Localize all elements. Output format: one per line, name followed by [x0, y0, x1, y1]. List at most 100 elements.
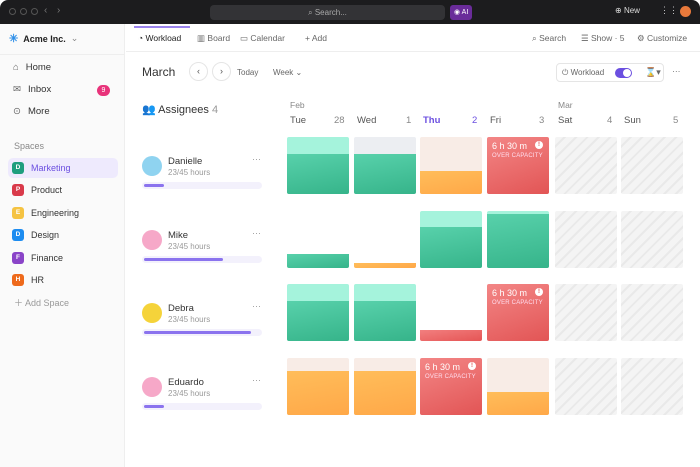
tab-board[interactable]: ▥ Board	[197, 33, 231, 43]
workload-cell[interactable]	[354, 211, 416, 268]
forward-icon[interactable]: ›	[57, 5, 61, 16]
capacity-progress-fill	[144, 405, 164, 408]
workload-fill	[354, 154, 416, 194]
workload-cell[interactable]	[420, 284, 482, 341]
workload-cell[interactable]	[487, 211, 549, 268]
assignee-name: Eduardo	[168, 377, 204, 388]
workload-toggle-group: ⏻ Workload ⌛▾	[556, 63, 664, 82]
workload-cell[interactable]	[354, 284, 416, 341]
more-options-icon[interactable]: ···	[252, 375, 261, 385]
workload-fill	[287, 253, 349, 268]
sidebar-space-finance[interactable]: F Finance	[8, 248, 118, 268]
range-select[interactable]: Week ⌄	[273, 68, 303, 77]
window-controls[interactable]	[9, 8, 38, 15]
add-view-button[interactable]: + Add	[305, 33, 327, 43]
workload-fill	[487, 214, 549, 268]
workload-cell[interactable]	[420, 137, 482, 194]
view-tabs	[126, 24, 700, 52]
day-number: 5	[673, 115, 679, 126]
space-avatar: D	[12, 229, 24, 242]
sliders-icon: ☰	[581, 33, 591, 43]
today-button[interactable]: Today	[237, 68, 259, 77]
workload-fill	[287, 154, 349, 194]
add-space-button[interactable]: ＋ Add Space	[14, 298, 70, 308]
workload-cell[interactable]	[354, 358, 416, 415]
workload-cell[interactable]	[354, 137, 416, 194]
gauge-icon: ◔	[138, 33, 146, 43]
next-button[interactable]: ›	[212, 62, 231, 81]
workload-cell-over-capacity[interactable]: 6 h 30 m OVER CAPACITY!	[487, 137, 549, 194]
more-options-icon[interactable]: ···	[252, 228, 261, 238]
day-label: Wed	[357, 115, 377, 126]
assignees-heading: 👥 Assignees 4	[142, 104, 219, 116]
workload-fill	[354, 301, 416, 341]
workload-fill	[354, 370, 416, 415]
capacity-progress-fill	[144, 331, 251, 334]
workload-toggle[interactable]	[615, 68, 632, 78]
more-options-icon[interactable]: ···	[672, 66, 681, 76]
hourglass-dropdown-icon[interactable]: ⌛▾	[645, 67, 661, 77]
more-options-icon[interactable]: ···	[252, 301, 261, 311]
apps-grid-icon[interactable]: ⋮⋮	[660, 5, 678, 15]
sidebar-item-more[interactable]: ⊙ More	[13, 106, 50, 117]
workload-fill	[487, 392, 549, 415]
month-label: Feb	[290, 100, 305, 110]
sidebar-space-engineering[interactable]: E Engineering	[8, 203, 118, 223]
workload-cell[interactable]	[287, 137, 349, 194]
sidebar-item-inbox[interactable]: ✉ Inbox	[13, 84, 52, 95]
workload-cell[interactable]	[420, 211, 482, 268]
day-label: Sat	[558, 115, 573, 126]
assignee-hours: 23/45 hours	[168, 168, 211, 177]
workload-cell-weekend	[555, 284, 617, 341]
day-number: 28	[334, 115, 345, 126]
workload-cell[interactable]	[287, 358, 349, 415]
day-label: Thu	[423, 115, 441, 126]
workload-cell[interactable]	[287, 211, 349, 268]
prev-button[interactable]: ‹	[189, 62, 208, 81]
sidebar-space-hr[interactable]: H HR	[8, 270, 118, 290]
assignee-name: Danielle	[168, 156, 203, 167]
search-icon: ⌕	[308, 8, 315, 17]
alert-icon: !	[535, 141, 543, 149]
global-search[interactable]: ⌕ Search...	[210, 5, 445, 20]
more-icon: ⊙	[13, 106, 21, 117]
space-avatar: P	[12, 184, 24, 197]
tab-workload[interactable]: ◔ Workload	[138, 33, 182, 43]
sidebar-space-marketing[interactable]: D Marketing	[8, 158, 118, 178]
ai-button[interactable]: ◉ AI	[450, 5, 473, 20]
space-avatar: F	[12, 251, 24, 264]
sidebar-space-design[interactable]: D Design	[8, 225, 118, 245]
more-options-icon[interactable]: ···	[252, 154, 261, 164]
month-label: Mar	[558, 100, 573, 110]
workload-fill	[287, 370, 349, 415]
show-button[interactable]: ☰ Show · 5	[581, 33, 625, 43]
workload-fill	[354, 263, 416, 268]
workload-fill	[287, 301, 349, 341]
workload-cell[interactable]	[487, 358, 549, 415]
user-avatar[interactable]	[680, 6, 691, 17]
workload-cell-over-capacity[interactable]: 6 h 30 m OVER CAPACITY!	[487, 284, 549, 341]
home-icon: ⌂	[13, 62, 19, 73]
search-button[interactable]: ⌕ Search	[532, 33, 567, 43]
chevron-left-icon: ‹	[197, 66, 200, 76]
people-icon: 👥	[142, 104, 159, 116]
back-icon[interactable]: ‹	[44, 5, 48, 16]
workload-cell-weekend	[621, 137, 683, 194]
board-icon: ▥	[197, 33, 208, 43]
sidebar-item-home[interactable]: ⌂ Home	[13, 62, 52, 73]
inbox-count-badge: 9	[97, 85, 110, 96]
workspace-logo-icon: ✳	[9, 33, 19, 45]
workload-cell-over-capacity[interactable]: 6 h 30 m OVER CAPACITY!	[420, 358, 482, 415]
sidebar-space-product[interactable]: P Product	[8, 180, 118, 200]
chevron-right-icon: ›	[220, 66, 223, 76]
new-button[interactable]: ⊕ New	[615, 6, 640, 15]
workspace-switcher[interactable]: ✳ Acme Inc. ⌄	[9, 33, 79, 45]
tab-calendar[interactable]: ▭ Calendar	[240, 33, 285, 43]
assignee-name: Debra	[168, 303, 194, 314]
day-label: Tue	[290, 115, 307, 126]
sidebar: ✳ Acme Inc. ⌄ ⌂ Home ✉ Inbox 9 ⊙ More Spaces D Ma…	[0, 24, 125, 467]
day-number: 3	[539, 115, 545, 126]
customize-button[interactable]: ⚙ Customize	[637, 33, 688, 43]
day-number: 4	[607, 115, 613, 126]
workload-cell[interactable]	[287, 284, 349, 341]
